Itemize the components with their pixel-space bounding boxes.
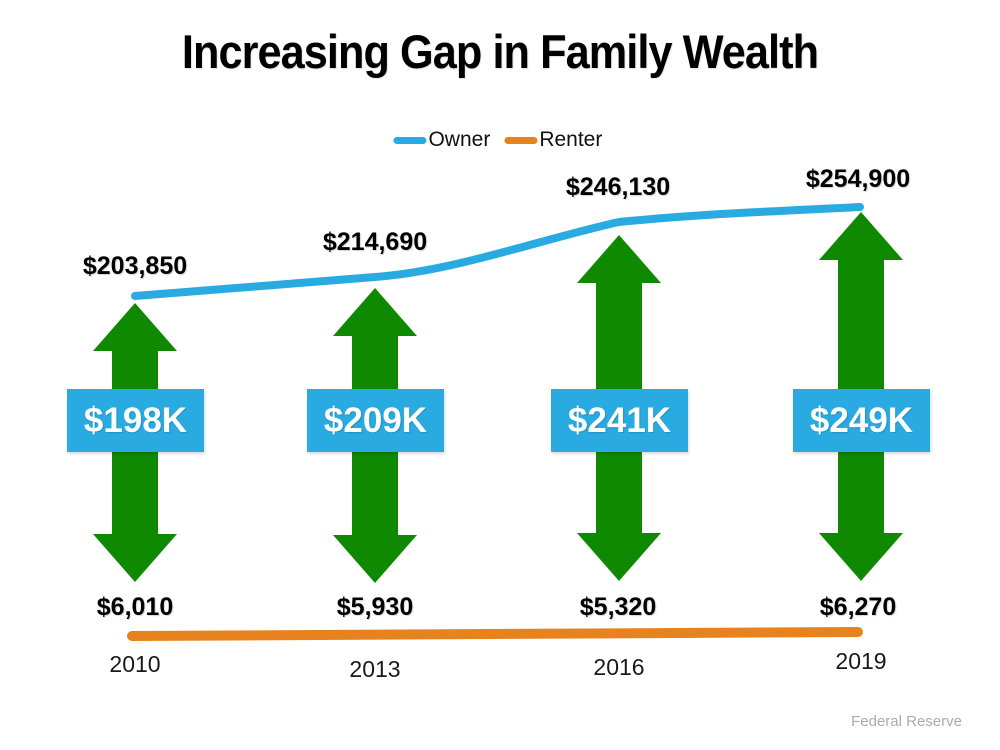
renter-value-label-2016: $5,320 (579, 593, 657, 621)
gap-label-2013: $209K (323, 400, 428, 440)
legend-renter-label: Renter (539, 128, 603, 151)
year-label-2016: 2016 (593, 654, 645, 680)
year-label-2013: 2013 (349, 656, 401, 682)
year-label-2019: 2019 (835, 648, 887, 674)
gap-arrows-group (93, 212, 903, 583)
owner-value-label-2019: $254,900 (805, 165, 911, 193)
chart-title: Increasing Gap in Family Wealth (181, 25, 819, 78)
gap-box-2016: $241K (551, 389, 688, 452)
gap-label-2010: $198K (83, 400, 188, 440)
owner-value-label-2016: $246,130 (565, 173, 671, 201)
gap-label-2019: $249K (809, 400, 914, 440)
gap-box-2013: $209K (307, 389, 444, 452)
legend-owner-label: Owner (428, 128, 491, 151)
year-label-2010: 2010 (109, 651, 161, 677)
owner-value-label-2010: $203,850 (82, 252, 188, 280)
legend-item-owner: Owner (393, 128, 490, 152)
owner-line-swatch-icon (393, 136, 427, 144)
renter-value-label-2013: $5,930 (336, 593, 414, 621)
renter-value-label-2010: $6,010 (96, 593, 174, 621)
renter-line (127, 627, 863, 641)
renter-value-label-2019: $6,270 (819, 593, 897, 621)
source-attribution: Federal Reserve (851, 713, 962, 730)
owner-line (131, 203, 864, 300)
legend: Owner Renter (393, 128, 602, 152)
legend-item-renter: Renter (504, 128, 602, 152)
gap-box-2019: $249K (793, 389, 930, 452)
owner-value-label-2013: $214,690 (322, 228, 428, 256)
gap-box-2010: $198K (67, 389, 204, 452)
renter-line-swatch-icon (504, 136, 538, 144)
gap-label-2016: $241K (567, 400, 672, 440)
